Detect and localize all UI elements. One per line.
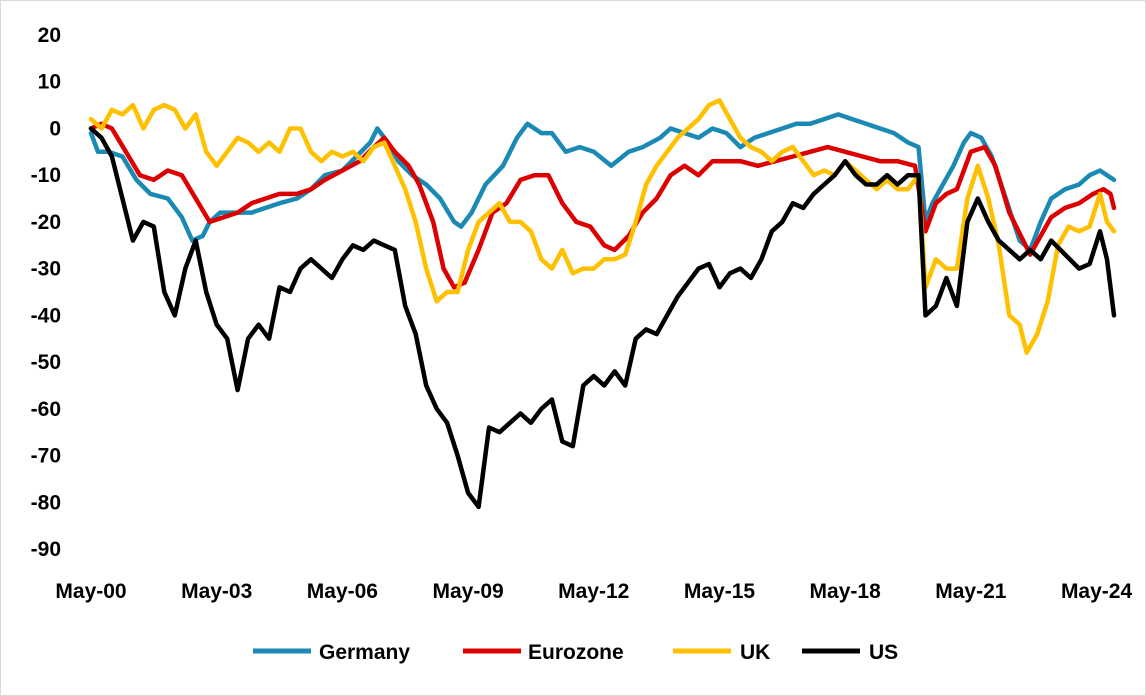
legend-item-eurozone: Eurozone [463,641,624,664]
y-tick-label: -90 [31,538,61,561]
legend-item-germany: Germany [253,641,410,664]
x-tick-label: May-03 [181,580,252,603]
series-line-uk [88,98,1117,355]
x-tick-label: May-09 [432,580,503,603]
x-tick-label: May-18 [810,580,882,603]
y-axis: 20 10 0 -10 -20 -30 -40 -50 -60 -70 -80 -90 [31,24,61,561]
series-line-germany [88,112,1117,253]
x-tick-label: May-15 [684,580,756,603]
y-tick-label: -60 [31,398,61,421]
y-tick-label: -40 [31,304,61,327]
legend-label: UK [740,641,770,664]
x-axis: May-00 May-03 May-06 May-09 May-12 May-15 May-… [55,580,1132,603]
series-line-us [88,126,1117,510]
legend-item-us: US [802,641,898,664]
series-lines [88,98,1117,510]
x-tick-label: May-21 [935,580,1007,603]
y-tick-label: -80 [31,491,61,514]
y-tick-label: -30 [31,258,61,281]
y-tick-label: -20 [31,211,61,234]
series-line-eurozone [88,121,1117,290]
x-tick-label: May-24 [1061,580,1133,603]
legend-item-uk: UK [673,641,770,664]
y-tick-label: -10 [31,164,61,187]
y-tick-label: 20 [38,24,61,47]
legend: Germany Eurozone UK US [253,641,898,664]
y-tick-label: -70 [31,445,61,468]
y-tick-label: 10 [38,71,61,94]
y-tick-label: -50 [31,351,61,374]
legend-label: Eurozone [528,641,624,664]
legend-label: US [869,641,898,664]
x-tick-label: May-12 [558,580,629,603]
x-tick-label: May-00 [55,580,126,603]
x-tick-label: May-06 [307,580,378,603]
y-tick-label: 0 [49,117,61,140]
legend-label: Germany [319,641,410,664]
